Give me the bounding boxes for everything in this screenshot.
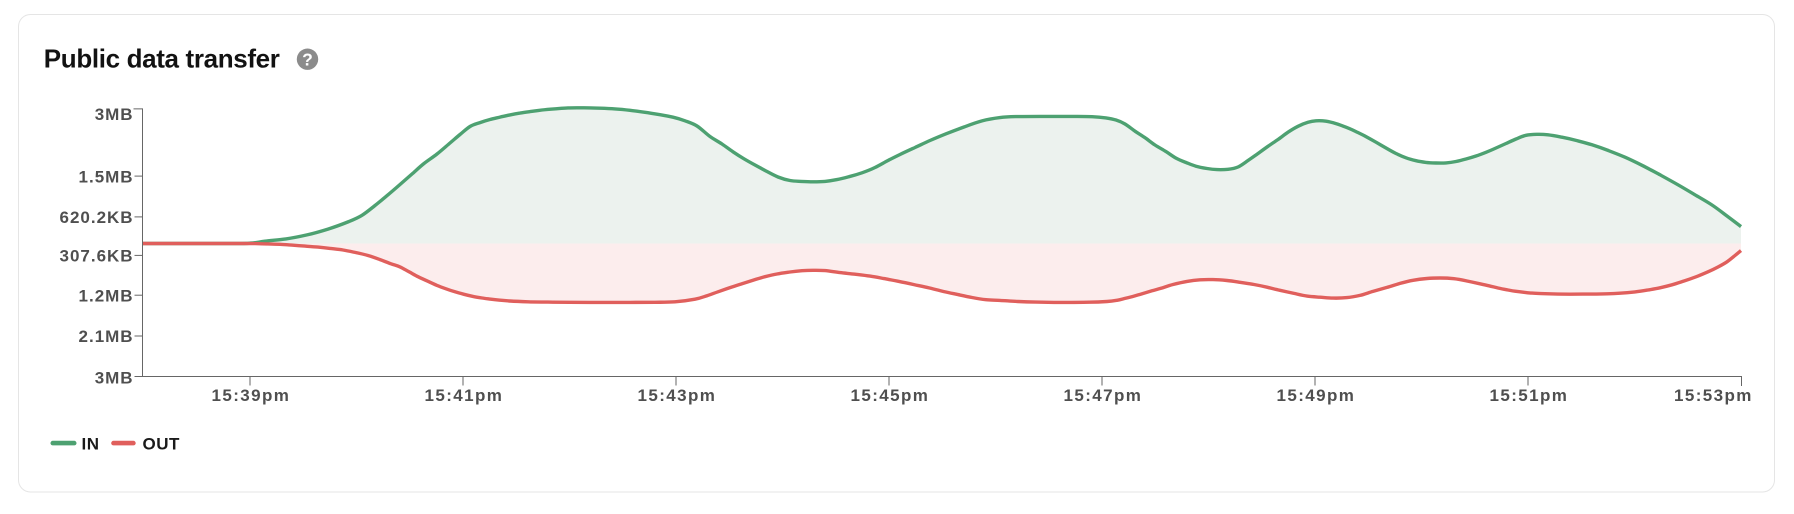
svg-text:3MB: 3MB <box>95 369 134 388</box>
svg-text:15:39pm: 15:39pm <box>212 386 291 405</box>
svg-text:IN: IN <box>82 435 100 454</box>
svg-text:15:41pm: 15:41pm <box>425 386 504 405</box>
svg-text:15:45pm: 15:45pm <box>851 386 930 405</box>
svg-text:OUT: OUT <box>143 435 181 454</box>
svg-text:15:47pm: 15:47pm <box>1064 386 1143 405</box>
svg-text:3MB: 3MB <box>95 105 134 124</box>
svg-text:307.6KB: 307.6KB <box>59 247 133 266</box>
svg-text:1.2MB: 1.2MB <box>79 286 134 305</box>
svg-text:?: ? <box>302 49 313 69</box>
svg-text:15:51pm: 15:51pm <box>1490 386 1569 405</box>
svg-text:1.5MB: 1.5MB <box>79 167 134 186</box>
svg-text:15:49pm: 15:49pm <box>1277 386 1356 405</box>
svg-text:15:43pm: 15:43pm <box>638 386 717 405</box>
svg-text:Public data transfer: Public data transfer <box>44 43 280 73</box>
svg-text:2.1MB: 2.1MB <box>79 327 134 346</box>
svg-text:15:53pm: 15:53pm <box>1674 386 1753 405</box>
svg-text:620.2KB: 620.2KB <box>59 208 133 227</box>
